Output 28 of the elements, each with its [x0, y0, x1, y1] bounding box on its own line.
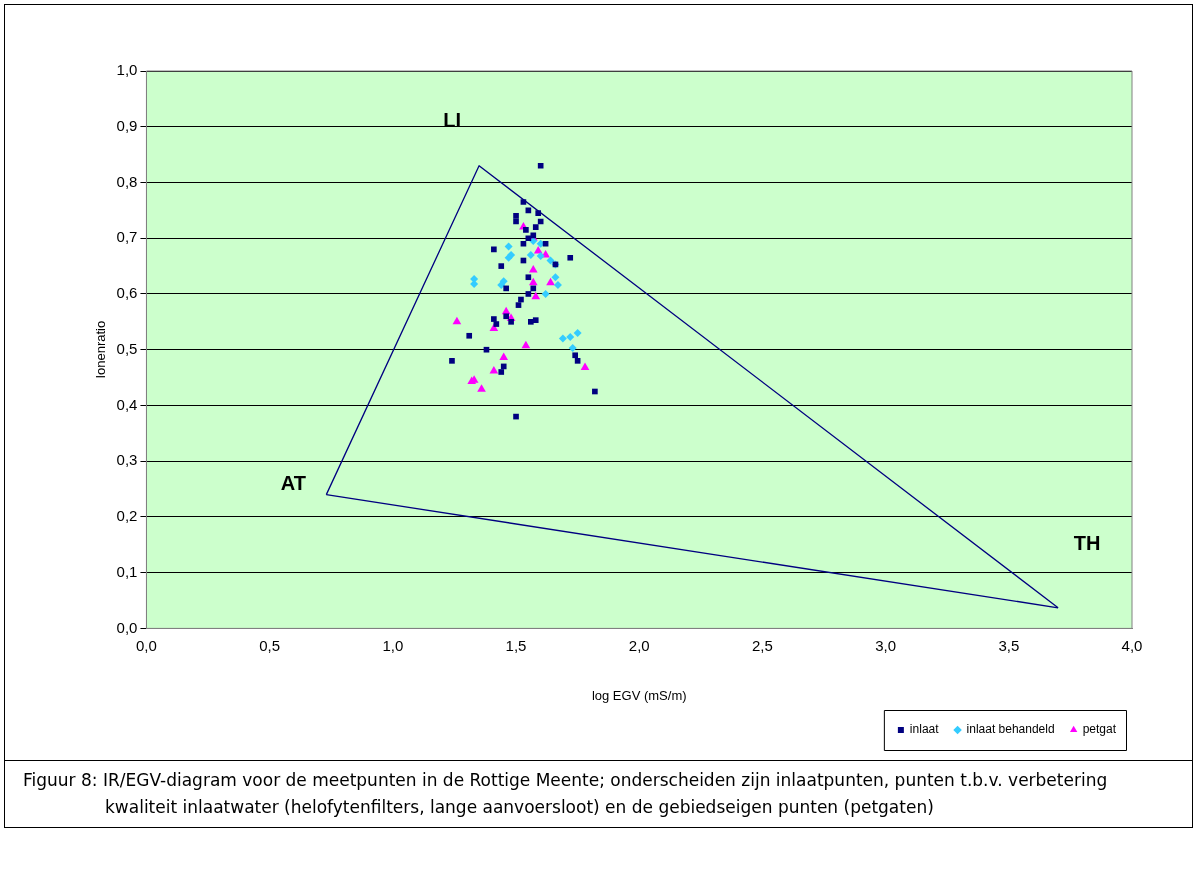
- x-tick-label: 2,5: [751, 636, 773, 654]
- annotation: TH: [1073, 532, 1101, 555]
- x-tick-label: 0,5: [259, 636, 281, 654]
- y-tick-label: 0,8: [116, 172, 138, 190]
- x-tick-label: 3,0: [875, 636, 897, 654]
- x-tick-label: 0,0: [136, 636, 157, 654]
- x-tick-label: 1,0: [382, 636, 404, 654]
- x-tick-label: 1,5: [505, 636, 527, 654]
- y-tick-label: 0,0: [116, 618, 138, 636]
- x-tick-label: 4,0: [1121, 636, 1143, 654]
- legend-label: inlaat: [909, 722, 940, 737]
- text: Figuur 8: IR/EGV-diagram voor de meetpunten in de Rottige Meente; onderscheiden zijn inlaatpunten, punten t.b.v. verbetering kwaliteit inlaatwater (helofytenfilters, lange aanvoersloot) en de gebiedseigen punten (petgaten): [5, 760, 1192, 827]
- legend-label: inlaat behandeld: [966, 722, 1055, 737]
- y-axis-title: Ionenratio: [93, 320, 109, 379]
- y-tick-label: 1,0: [116, 61, 138, 79]
- y-tick-label: 0,1: [116, 562, 138, 580]
- y-tick-label: 0,3: [116, 451, 138, 469]
- annotation: AT: [280, 472, 306, 495]
- y-tick-label: 0,6: [116, 284, 138, 302]
- x-axis-title: log EGV (mS/m): [591, 687, 687, 703]
- y-tick-label: 0,9: [116, 116, 138, 134]
- x-tick-label: 3,5: [998, 636, 1020, 654]
- y-tick-label: 0,2: [116, 507, 138, 525]
- x-tick-label: 2,0: [628, 636, 650, 654]
- legend-label: petgat: [1082, 722, 1117, 737]
- y-tick-label: 0,4: [116, 395, 138, 413]
- y-tick-label: 0,5: [116, 339, 138, 357]
- y-tick-label: 0,7: [116, 228, 138, 246]
